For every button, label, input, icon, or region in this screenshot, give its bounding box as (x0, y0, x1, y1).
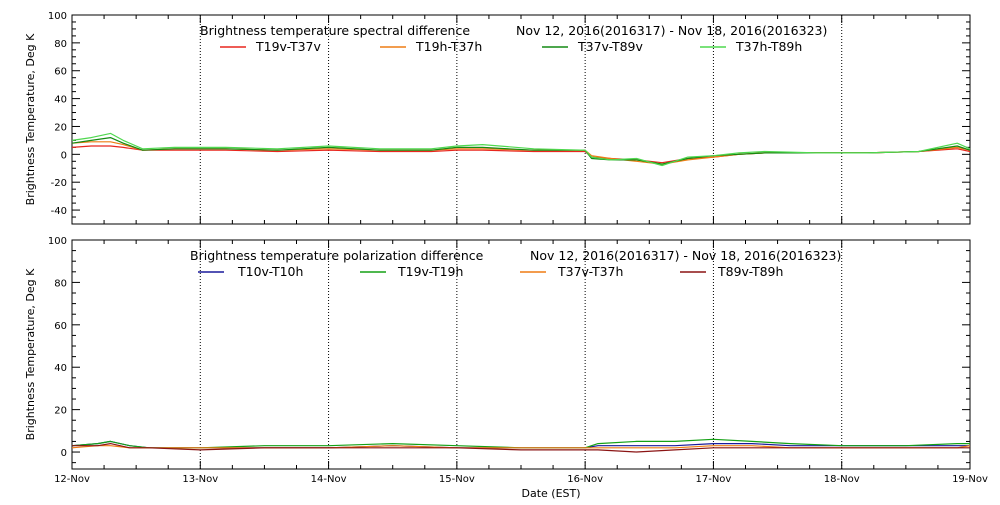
plot-title: Brightness temperature polarization diff… (190, 248, 484, 263)
y-tick-label: 80 (54, 278, 67, 289)
x-tick-label: 14-Nov (311, 474, 347, 485)
series-line-T37v-T89v (71, 137, 971, 165)
legend-label: T10v-T10h (237, 264, 303, 279)
y-tick-label: -40 (51, 206, 67, 217)
y-tick-label: 20 (54, 406, 67, 417)
x-tick-label: 13-Nov (182, 474, 218, 485)
legend-label: T37v-T37h (557, 264, 623, 279)
x-tick-label: 18-Nov (824, 474, 860, 485)
y-axis-title: Brightness Temperature, Deg K (24, 33, 37, 205)
x-tick-label: 19-Nov (952, 474, 988, 485)
legend-label: T19v-T19h (397, 264, 463, 279)
plot-panel-2: 0 20 40 60 80 100 12-Nov 13-Nov 14-Nov 15-Nov 16-N… (24, 236, 988, 500)
legend-label: T19v-T37v (255, 39, 322, 54)
y-tick-label: 60 (54, 67, 67, 78)
y-tick-label: 100 (48, 11, 67, 22)
y-tick-label: 60 (54, 321, 67, 332)
legend-label: T19h-T37h (415, 39, 482, 54)
x-tick-label: 12-Nov (54, 474, 90, 485)
legend-label: T37v-T89v (577, 39, 644, 54)
x-tick-label: 15-Nov (439, 474, 475, 485)
y-tick-label: 20 (54, 122, 67, 133)
y-tick-label: 0 (61, 150, 67, 161)
plot-panel-1: -40 -20 0 20 40 60 80 100 Brightness Temperature… (24, 11, 971, 225)
y-tick-label: 40 (54, 363, 67, 374)
plot-title: Brightness temperature spectral differen… (200, 23, 470, 38)
y-tick-label: 80 (54, 39, 67, 50)
series-line-T89v-T89h (72, 443, 970, 453)
y-tick-label: 0 (61, 448, 67, 459)
series-line-T37h-T89h (71, 132, 971, 167)
x-tick-label: 17-Nov (695, 474, 731, 485)
plot-date-range: Nov 12, 2016(2016317) - Nov 18, 2016(201… (516, 23, 827, 38)
plot-date-range: Nov 12, 2016(2016317) - Nov 18, 2016(201… (530, 248, 841, 263)
legend-label: T89v-T89h (717, 264, 783, 279)
y-tick-label: 100 (48, 236, 67, 247)
y-axis-title: Brightness Temperature, Deg K (24, 268, 37, 440)
x-tick-label: 16-Nov (567, 474, 603, 485)
y-tick-label: -20 (51, 178, 67, 189)
x-axis-title: Date (EST) (521, 487, 580, 500)
legend-label: T37h-T89h (735, 39, 802, 54)
y-tick-label: 40 (54, 95, 67, 106)
